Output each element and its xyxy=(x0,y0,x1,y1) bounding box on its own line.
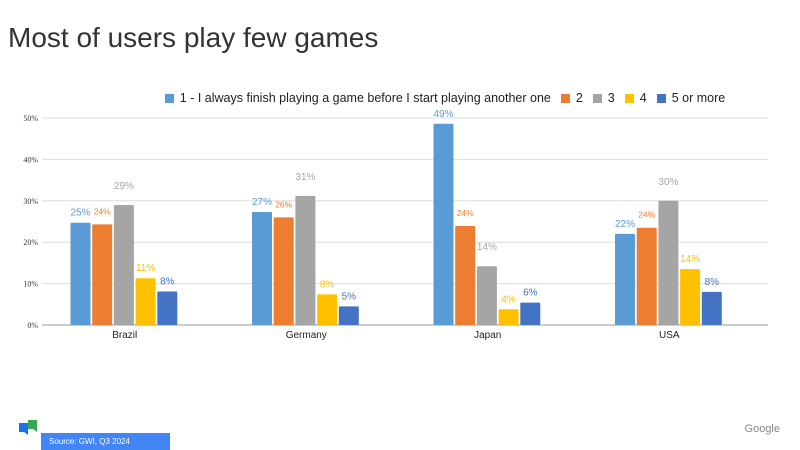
x-tick-label: Germany xyxy=(286,330,327,341)
data-label: 27% xyxy=(252,197,272,208)
legend-item: 2 xyxy=(560,91,583,105)
legend-label: 5 or more xyxy=(671,91,726,105)
y-tick-label: 0% xyxy=(27,321,38,330)
bar xyxy=(295,195,316,325)
legend-item: 5 or more xyxy=(656,91,726,105)
bar xyxy=(433,123,454,326)
bar xyxy=(476,266,497,325)
y-tick-label: 40% xyxy=(23,155,38,164)
y-tick-label: 20% xyxy=(23,238,38,247)
bar xyxy=(455,226,476,325)
bar xyxy=(498,309,519,325)
data-label: 14% xyxy=(477,242,497,253)
app-logo-icon xyxy=(19,420,37,435)
data-label: 25% xyxy=(70,208,90,219)
data-label: 22% xyxy=(615,219,635,230)
bar xyxy=(135,278,156,325)
x-tick-label: Brazil xyxy=(112,330,137,341)
legend-label: 3 xyxy=(607,91,615,105)
data-label: 11% xyxy=(136,263,155,274)
legend-swatch xyxy=(164,93,174,103)
legend-item: 3 xyxy=(592,91,615,105)
slide-title: Most of users play few games xyxy=(8,22,379,53)
legend-label: 1 - I always finish playing a game befor… xyxy=(179,91,551,105)
data-label: 8% xyxy=(705,277,720,288)
bar xyxy=(70,222,91,325)
data-label: 31% xyxy=(295,172,315,183)
data-label: 4% xyxy=(501,294,516,305)
x-tick-label: Japan xyxy=(474,330,501,341)
y-tick-label: 10% xyxy=(23,280,38,289)
data-label: 24% xyxy=(94,206,111,216)
data-label: 24% xyxy=(457,208,474,218)
data-label: 8% xyxy=(160,276,175,287)
bar xyxy=(520,302,541,325)
data-label: 29% xyxy=(114,181,134,192)
data-label: 30% xyxy=(658,177,678,188)
bar xyxy=(92,224,113,325)
legend-label: 4 xyxy=(639,91,647,105)
legend-swatch xyxy=(624,93,634,103)
legend-label: 2 xyxy=(575,91,583,105)
bar xyxy=(658,200,679,325)
data-label: 8% xyxy=(320,279,335,290)
data-label: 5% xyxy=(342,291,357,302)
bar xyxy=(113,204,134,325)
legend-swatch xyxy=(592,93,602,103)
legend-swatch xyxy=(656,93,666,103)
data-label: 49% xyxy=(433,109,453,120)
legend-swatch xyxy=(560,93,570,103)
google-brand: Google xyxy=(744,423,780,435)
y-tick-label: 50% xyxy=(23,114,38,123)
legend-item: 4 xyxy=(624,91,647,105)
chart-legend: 1 - I always finish playing a game befor… xyxy=(0,91,800,105)
data-label: 14% xyxy=(680,254,700,265)
data-label: 26% xyxy=(275,199,292,209)
source-note: Source: GWI, Q3 2024 xyxy=(41,433,170,450)
legend-item: 1 - I always finish playing a game befor… xyxy=(164,91,551,105)
bar xyxy=(636,227,657,325)
bar xyxy=(252,211,272,325)
x-tick-label: USA xyxy=(659,330,680,341)
bar xyxy=(317,294,338,325)
bar xyxy=(273,217,294,325)
data-label: 6% xyxy=(523,288,538,299)
bar xyxy=(615,233,635,325)
bar xyxy=(701,291,722,325)
bar xyxy=(680,269,701,325)
bar xyxy=(157,291,178,325)
data-label: 24% xyxy=(638,210,655,220)
y-tick-label: 30% xyxy=(23,197,38,206)
bar xyxy=(338,306,359,325)
